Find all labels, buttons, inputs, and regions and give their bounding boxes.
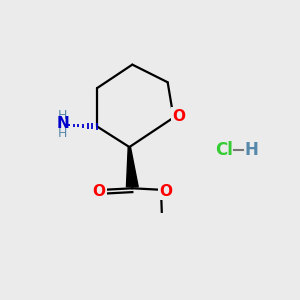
Polygon shape: [126, 148, 138, 187]
Text: H: H: [58, 109, 67, 122]
Text: N: N: [56, 116, 69, 131]
Text: O: O: [93, 184, 106, 199]
Text: Cl: Cl: [215, 141, 232, 159]
Text: H: H: [244, 141, 259, 159]
Text: O: O: [172, 109, 185, 124]
Text: O: O: [159, 184, 172, 199]
Text: H: H: [58, 127, 67, 140]
